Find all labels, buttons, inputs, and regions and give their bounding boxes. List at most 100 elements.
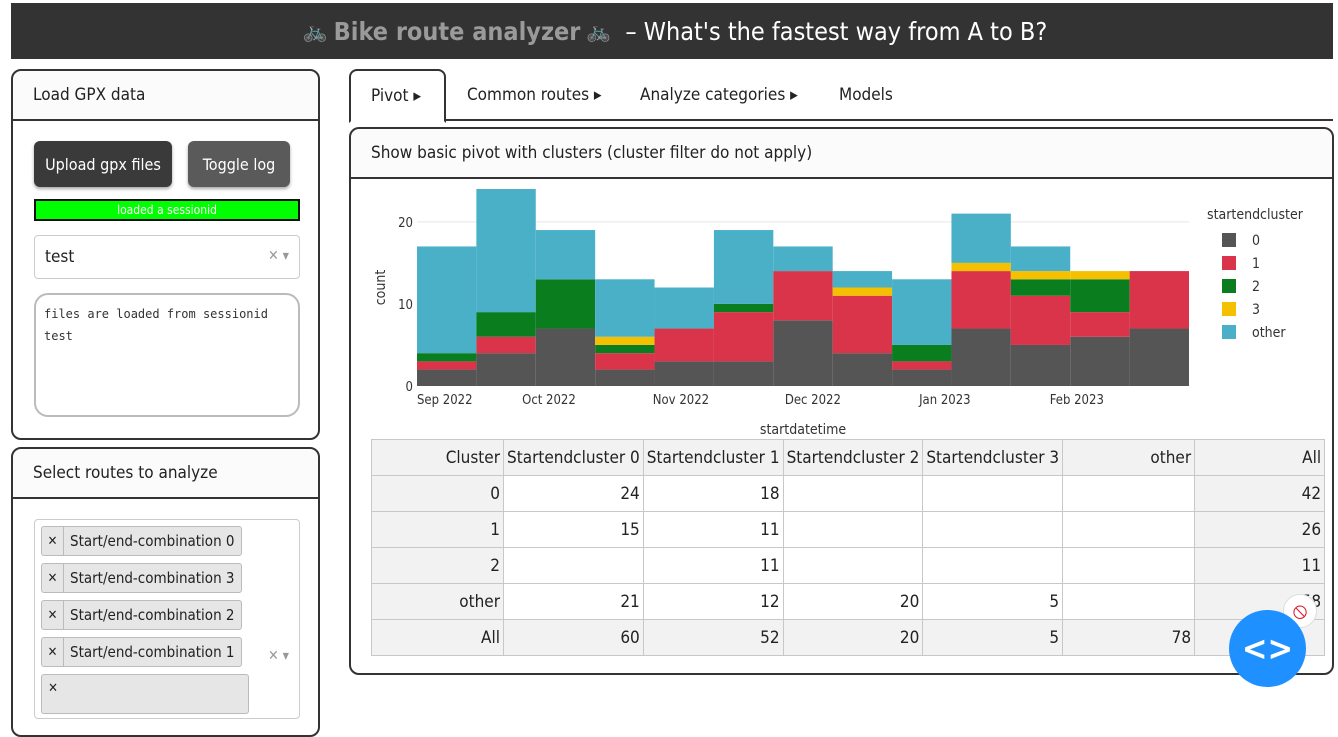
- bar-segment: [892, 344, 952, 362]
- remove-icon[interactable]: ✕: [48, 680, 58, 696]
- x-tick-label: Feb 2023: [1050, 393, 1104, 408]
- legend-swatch: [1222, 233, 1236, 247]
- log-line: test: [44, 329, 73, 343]
- bar-segment: [773, 271, 833, 321]
- table-row: All 60 52 20 5 78: [371, 619, 1326, 656]
- bar-segment: [713, 303, 774, 313]
- pivot-cell: [1062, 547, 1196, 584]
- remove-icon[interactable]: ✕: [42, 564, 64, 592]
- pivot-cell: 18: [642, 475, 784, 512]
- legend-swatch: [1222, 256, 1236, 270]
- pivot-table: Cluster Startendcluster 0 Startendcluster …: [371, 439, 1326, 656]
- x-tick-label: Sep 2022: [417, 393, 473, 408]
- x-tick-label: Oct 2022: [522, 393, 576, 408]
- status-bar: loaded a sessionid: [34, 199, 300, 221]
- pivot-cell: 0: [371, 475, 504, 512]
- y-tick-label: 10: [398, 298, 413, 313]
- bar-segment: [892, 361, 952, 370]
- bar-segment: [713, 312, 774, 362]
- pivot-cell: 24: [503, 475, 644, 512]
- remove-icon[interactable]: ✕: [42, 527, 64, 555]
- clear-chevron-icon[interactable]: ✕ ▾: [268, 248, 289, 264]
- bar-segment: [713, 361, 774, 386]
- pivot-cell: 20: [782, 619, 924, 656]
- pivot-cell: [782, 547, 924, 584]
- tab-common-routes[interactable]: Common routes ▸: [467, 85, 602, 105]
- pivot-cell: 26: [1194, 511, 1326, 548]
- code-icon[interactable]: <>: [1229, 610, 1306, 687]
- pivot-cell: [1062, 475, 1196, 512]
- pivot-cell: 42: [1194, 475, 1326, 512]
- pivot-panel-title: Show basic pivot with clusters (cluster …: [351, 129, 1332, 179]
- remove-icon[interactable]: ✕: [42, 638, 64, 666]
- bar-segment: [595, 344, 655, 354]
- toggle-log-button[interactable]: Toggle log: [188, 141, 290, 187]
- log-textarea[interactable]: files are loaded from sessionid test: [34, 293, 300, 417]
- pivot-cell: [782, 475, 924, 512]
- clear-chevron-icon[interactable]: ✕ ▾: [268, 648, 289, 664]
- pivot-cell: [922, 511, 1064, 548]
- pivot-cell: All: [371, 619, 504, 656]
- tab-pivot[interactable]: Pivot ▸: [349, 69, 446, 123]
- bar-segment: [1070, 336, 1130, 386]
- legend-label: 1: [1252, 256, 1260, 272]
- pivot-cell: [922, 475, 1064, 512]
- x-tick-label: Nov 2022: [653, 393, 709, 408]
- x-tick-label: Dec 2022: [785, 393, 841, 408]
- route-chip: ✕ Start/end-combination 1: [41, 637, 242, 667]
- pivot-cell: 78: [1062, 619, 1196, 656]
- tab-analyze-categories[interactable]: Analyze categories ▸: [640, 85, 798, 105]
- bar-segment: [595, 336, 655, 345]
- bar-segment: [476, 336, 536, 354]
- tab-models[interactable]: Models: [839, 85, 893, 105]
- pivot-header-cell: All: [1194, 439, 1326, 476]
- bar-segment: [832, 287, 893, 296]
- bar-segment: [654, 328, 714, 362]
- bar-segment: [951, 262, 1011, 272]
- bar-segment: [476, 312, 536, 337]
- legend-label: 2: [1252, 279, 1260, 295]
- routes-multiselect[interactable]: ✕ Start/end-combination 0 ✕ Start/end-co…: [34, 519, 300, 719]
- bar-segment: [713, 230, 774, 304]
- pivot-cell: [1062, 511, 1196, 548]
- bar-segment: [654, 361, 714, 386]
- upload-gpx-button[interactable]: Upload gpx files: [34, 141, 172, 187]
- pivot-cell: 11: [1194, 547, 1326, 584]
- x-axis-label: startdatetime: [760, 422, 846, 438]
- session-select[interactable]: test ✕ ▾: [34, 235, 300, 279]
- pivot-cell: 21: [503, 583, 644, 620]
- pivot-header-cell: Startendcluster 1: [642, 439, 784, 476]
- bar-segment: [417, 246, 477, 354]
- bar-segment: [1070, 271, 1130, 280]
- pivot-cell: 15: [503, 511, 644, 548]
- legend-swatch: [1222, 302, 1236, 316]
- bar-segment: [476, 189, 536, 313]
- bar-segment: [1129, 271, 1189, 329]
- bar-segment: [535, 279, 596, 329]
- bar-segment: [476, 353, 536, 386]
- bar-segment: [951, 271, 1011, 329]
- bar-segment: [773, 246, 833, 272]
- pivot-header-cell: other: [1062, 439, 1196, 476]
- pivot-cell: 5: [922, 619, 1064, 656]
- cluster-histogram: 0 10 20 Sep 2022 Oct 2022 Nov 2022 Dec 2022 Jan…: [361, 179, 1331, 439]
- bar-segment: [832, 271, 893, 288]
- legend-label: 0: [1252, 233, 1260, 249]
- bar-segment: [595, 279, 655, 337]
- legend-swatch: [1222, 279, 1236, 293]
- select-routes-panel: Select routes to analyze ✕ Start/end-com…: [11, 447, 320, 737]
- load-gpx-title: Load GPX data: [13, 71, 318, 121]
- y-axis-label: count: [373, 270, 389, 306]
- bar-segment: [892, 369, 952, 386]
- remove-icon[interactable]: ✕: [42, 601, 64, 629]
- bar-segment: [892, 279, 952, 345]
- bar-segment: [1070, 279, 1130, 313]
- no-entry-icon[interactable]: ⦸: [1283, 594, 1317, 628]
- log-line: files are loaded from sessionid: [44, 307, 268, 321]
- pivot-cell: 1: [371, 511, 504, 548]
- pivot-cell: 11: [642, 511, 784, 548]
- bar-segment: [595, 353, 655, 370]
- pivot-cell: 5: [922, 583, 1064, 620]
- app-title: Bike route analyzer: [333, 16, 581, 46]
